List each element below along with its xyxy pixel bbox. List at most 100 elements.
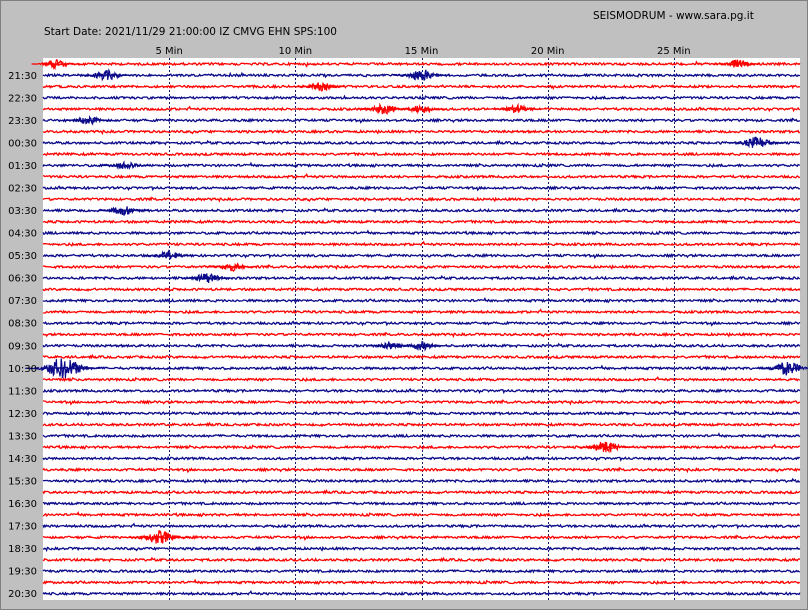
trace-14: [42, 207, 800, 214]
trace-3: [42, 83, 800, 91]
row-time-label: 12:30: [8, 409, 37, 420]
row-time-label: 14:30: [8, 454, 37, 465]
row-time-label: 01:30: [8, 161, 37, 172]
trace-16: [42, 229, 801, 236]
x-tick-labels: 5 Min 10 Min 15 Min 20 Min 25 Min: [156, 46, 691, 57]
trace-31: [43, 399, 800, 406]
trace-6: [42, 117, 801, 124]
row-time-label: 07:30: [8, 296, 37, 307]
seismic-event: [493, 102, 541, 114]
row-time-label: 09:30: [8, 341, 37, 352]
trace-1: [43, 60, 801, 68]
row-time-label: 10:30: [8, 364, 37, 375]
row-time-label: 15:30: [8, 476, 37, 487]
trace-24: [42, 320, 801, 327]
row-time-label: 18:30: [8, 544, 37, 555]
trace-17: [42, 240, 801, 247]
trace-15: [42, 219, 801, 225]
row-time-label: 22:30: [8, 93, 37, 104]
seismic-event: [64, 114, 113, 126]
trace-8: [42, 139, 801, 146]
x-tick-label: 10 Min: [279, 46, 313, 57]
seismic-event: [97, 206, 150, 216]
row-time-label: 00:30: [8, 138, 37, 149]
seismic-event: [31, 58, 80, 71]
chart-title: SEISMODRUM - www.sara.pg.it: [593, 10, 754, 22]
trace-29: [42, 375, 801, 383]
trace-47: [42, 578, 801, 586]
row-time-label: 13:30: [8, 431, 37, 442]
seismic-event: [129, 530, 190, 544]
row-time-labels: 21:30 22:30 23:30 00:30 01:30 02:30 03:30 04:30…: [8, 71, 37, 600]
trace-13: [42, 196, 801, 203]
x-tick-label: 20 Min: [531, 46, 565, 57]
trace-27: [42, 353, 801, 360]
row-time-label: 05:30: [8, 251, 37, 262]
trace-12: [42, 185, 801, 192]
trace-22: [42, 296, 801, 304]
trace-28: [42, 364, 801, 371]
trace-30: [42, 388, 801, 395]
seismic-event: [577, 441, 634, 454]
trace-36: [42, 455, 801, 462]
trace-35: [42, 443, 800, 450]
trace-20: [42, 274, 801, 281]
trace-4: [42, 94, 801, 101]
row-time-label: 11:30: [8, 386, 37, 397]
seismic-event: [296, 82, 344, 92]
traces: [42, 60, 801, 597]
x-tick-label: 15 Min: [405, 46, 439, 57]
seismic-event: [712, 59, 761, 68]
row-time-label: 04:30: [8, 229, 37, 240]
trace-23: [42, 308, 800, 315]
seismic-event: [102, 160, 151, 170]
trace-10: [42, 161, 801, 169]
seismic-event: [757, 362, 808, 376]
row-time-label: 21:30: [8, 71, 37, 82]
seismic-event: [393, 69, 450, 81]
x-tick-label: 5 Min: [156, 46, 183, 57]
trace-26: [42, 342, 801, 349]
trace-48: [42, 590, 801, 597]
trace-32: [42, 410, 800, 417]
row-time-label: 16:30: [8, 499, 37, 510]
seismic-event: [397, 340, 445, 352]
row-time-label: 06:30: [8, 274, 37, 285]
row-time-label: 08:30: [8, 319, 37, 330]
plot-area: [43, 58, 800, 600]
trace-33: [42, 421, 801, 428]
seismic-event: [145, 249, 194, 260]
x-tick-label: 25 Min: [657, 46, 691, 57]
row-time-label: 23:30: [8, 116, 37, 127]
row-time-label: 03:30: [8, 206, 37, 217]
trace-34: [42, 432, 801, 439]
trace-9: [42, 151, 801, 157]
seismic-event: [208, 262, 257, 273]
trace-11: [42, 173, 801, 180]
seismic-event: [80, 68, 132, 82]
trace-45: [42, 556, 801, 563]
trace-39: [42, 489, 801, 495]
events: [25, 58, 808, 544]
trace-46: [42, 568, 801, 574]
trace-41: [42, 511, 801, 518]
seismic-event: [181, 272, 233, 284]
seismic-event: [397, 103, 445, 115]
trace-21: [42, 286, 801, 293]
row-time-label: 20:30: [8, 589, 37, 600]
trace-37: [42, 466, 801, 474]
trace-38: [42, 477, 801, 485]
seismic-event: [25, 358, 101, 379]
trace-42: [42, 522, 801, 530]
seismic-event: [729, 136, 785, 149]
trace-7: [43, 128, 801, 136]
trace-25: [42, 331, 801, 338]
trace-40: [42, 500, 801, 507]
row-time-label: 19:30: [8, 567, 37, 578]
trace-19: [42, 263, 801, 271]
chart-subtitle: Start Date: 2021/11/29 21:00:00 IZ CMVG …: [44, 26, 337, 38]
row-time-label: 02:30: [8, 183, 37, 194]
trace-44: [42, 545, 801, 553]
row-time-label: 17:30: [8, 522, 37, 533]
